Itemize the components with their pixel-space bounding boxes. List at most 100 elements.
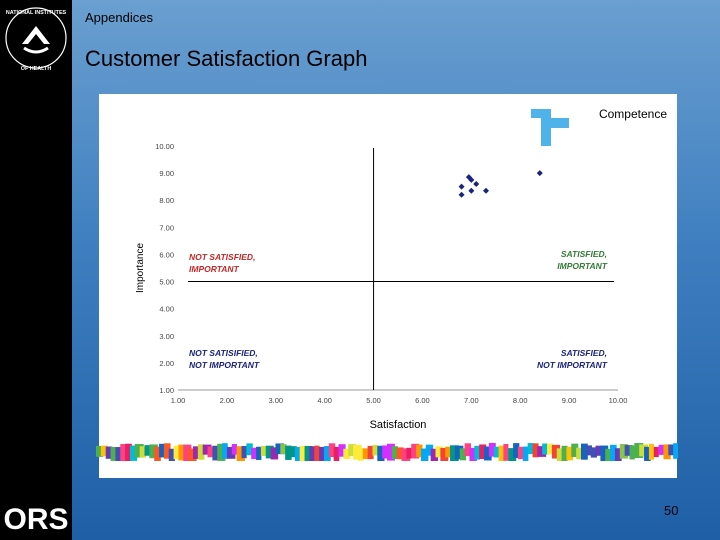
strip-segment [581,443,588,460]
strip-segment [484,446,492,461]
strip-segment [168,448,176,461]
strip-segment [222,443,228,459]
sidebar: NATIONAL INSTITUTES OF HEALTH ORS [0,0,72,540]
strip-segment [396,447,404,460]
strip-segment [149,444,158,459]
strip-segment [653,446,659,458]
strip-segment [105,446,113,459]
strip-segment [614,448,622,461]
strip-segment [193,446,199,459]
strip-segment [159,443,165,458]
strip-segment [416,444,423,458]
strip-segment [551,444,561,459]
strip-segment [294,446,302,461]
strip-segment [493,446,500,458]
strip-segment [406,447,414,459]
strip-segment [139,446,146,458]
strip-segment [231,444,237,455]
strip-segment [537,446,547,457]
strip-segment [644,446,651,461]
strip-segment [246,443,253,456]
strip-segment [202,444,212,455]
strip-segment [430,448,439,461]
strip-segment [275,443,284,455]
strip-segment [134,444,144,458]
strip-segment [479,444,487,460]
strip-segment [387,443,395,461]
strip-segment [100,445,108,457]
strip-segment [547,443,554,455]
strip-segment [673,443,678,459]
strip-segment [217,443,226,461]
decorative-color-strip [96,443,678,461]
strip-segment [144,445,151,456]
strip-segment [236,446,245,461]
strip-segment [474,445,480,460]
strip-segment [367,445,374,460]
strip-segment [503,444,509,461]
strip-segment [377,445,385,461]
quadrant-label-bottom-left-line2: NOT IMPORTANT [189,360,260,370]
strip-segment [420,448,429,461]
strip-segment [469,447,477,461]
strip-segment [173,445,182,460]
data-point [468,176,475,183]
strip-segment [610,444,617,461]
strip-segment [333,446,340,461]
strip-segment [658,444,668,455]
y-tick-label: 9.00 [159,169,174,178]
x-tick-label: 10.00 [609,396,628,405]
strip-segment [522,446,529,461]
quadrant-label-top-left-line2: IMPORTANT [189,264,240,274]
y-tick-label: 2.00 [159,359,174,368]
quadrant-label-top-left: NOT SATISFIED, [189,252,255,262]
strip-segment [532,443,539,458]
data-point [483,187,489,194]
strip-segment [391,446,398,459]
strip-segment [648,443,654,460]
x-axis-title: Satisfaction [370,419,427,431]
strip-segment [561,445,568,461]
quadrant-label-top-right-line2: IMPORTANT [557,261,608,271]
strip-segment [401,448,411,461]
strip-segment [619,444,628,459]
y-tick-label: 8.00 [159,196,174,205]
strip-segment [110,446,116,461]
x-tick-label: 9.00 [562,396,577,405]
strip-segment [323,446,331,461]
strip-segment [527,443,534,455]
x-tick-label: 8.00 [513,396,528,405]
strip-segment [154,446,161,461]
y-tick-label: 1.00 [159,386,174,395]
strip-segment [290,446,297,458]
y-tick-label: 3.00 [159,332,174,341]
strip-segment [309,446,319,461]
x-tick-label: 6.00 [415,396,430,405]
strip-segment [425,444,434,456]
strip-segment [207,446,215,458]
strip-segment [639,444,648,457]
x-tick-label: 2.00 [220,396,235,405]
strip-segment [115,447,122,461]
strip-segment [411,443,420,459]
strip-segment [178,444,185,461]
strip-segment [556,448,565,461]
strip-segment [304,445,313,461]
x-tick-label: 4.00 [317,396,332,405]
strip-segment [634,443,644,459]
strip-segment [362,448,371,460]
strip-segment [270,447,279,460]
strip-segment [372,444,378,456]
strip-segment [605,448,614,461]
nih-logo: NATIONAL INSTITUTES OF HEALTH [5,7,67,72]
strip-segment [212,445,221,461]
strip-segment [435,446,443,458]
strip-segment [96,445,104,457]
page-number: 50 [664,503,679,518]
y-tick-label: 5.00 [159,278,174,287]
strip-segment [488,443,496,457]
strip-segment [459,448,467,461]
strip-segment [285,445,292,460]
strip-segment [357,447,364,461]
strip-segment [188,448,197,461]
